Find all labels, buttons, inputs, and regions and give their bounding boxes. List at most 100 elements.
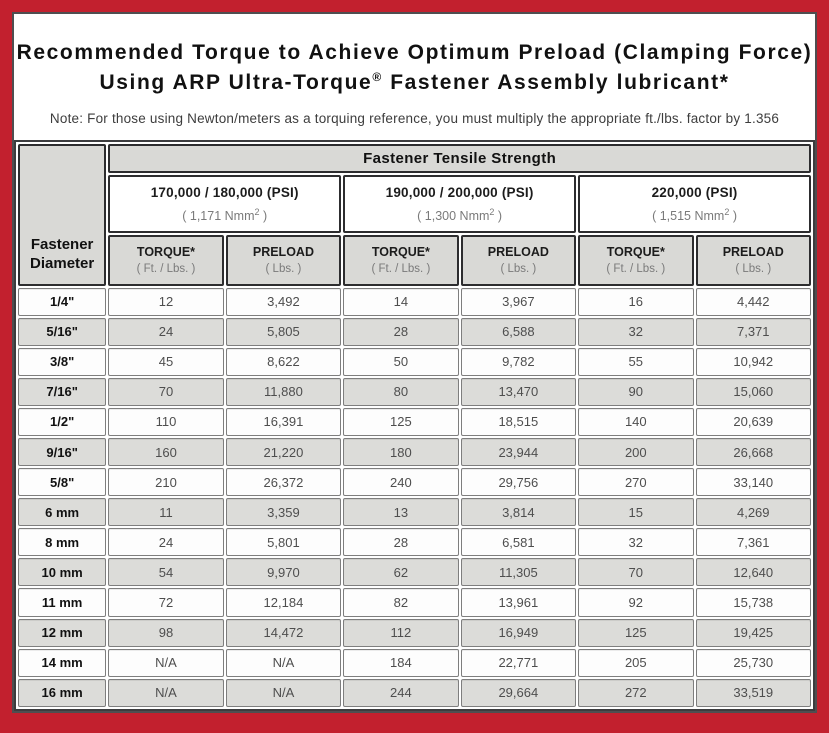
preload-value-cell: 4,442	[695, 287, 811, 316]
torque-value-cell: 92	[578, 588, 694, 617]
torque-value-cell: 112	[343, 618, 459, 647]
table-row: 1/2" 110 16,391 125 18,515 140 20,639	[18, 407, 811, 436]
fastener-diameter-cell: 6 mm	[18, 498, 107, 527]
torque-unit: ( Ft. / Lbs. )	[371, 263, 431, 276]
preload-value-cell: 3,967	[460, 287, 577, 316]
torque-table-wrap: Fastener Diameter Fastener Tensile Stren…	[14, 140, 815, 711]
preload-value-cell: 6,588	[460, 317, 577, 346]
torque-header-1: TORQUE* ( Ft. / Lbs. )	[108, 235, 224, 286]
preload-value-cell: 16,949	[460, 618, 577, 647]
preload-unit: ( Lbs. )	[500, 263, 537, 276]
torque-value-cell: 13	[343, 498, 459, 527]
preload-value-cell: 9,782	[460, 347, 577, 376]
torque-value-cell: 240	[343, 468, 459, 497]
torque-value-cell: 180	[343, 437, 459, 467]
table-row: 8 mm 24 5,801 28 6,581 32 7,361	[18, 528, 811, 557]
torque-spec-table: Fastener Diameter Fastener Tensile Stren…	[14, 140, 815, 711]
torque-value-cell: 62	[343, 558, 459, 587]
torque-value-cell: 125	[578, 618, 694, 647]
torque-value-cell: 98	[108, 618, 224, 647]
preload-value-cell: 13,961	[460, 588, 577, 617]
torque-value-cell: 15	[578, 498, 694, 527]
torque-value-cell: 54	[108, 558, 224, 587]
table-row: 12 mm 98 14,472 112 16,949 125 19,425	[18, 618, 811, 647]
preload-value-cell: 7,361	[695, 528, 811, 557]
psi-group-2: 190,000 / 200,000 (PSI) ( 1,300 Nmm2 )	[343, 175, 577, 234]
preload-header-1: PRELOAD ( Lbs. )	[225, 235, 342, 286]
fastener-diameter-cell: 10 mm	[18, 558, 107, 587]
torque-value-cell: 210	[108, 468, 224, 497]
preload-value-cell: 29,664	[460, 678, 577, 707]
torque-value-cell: 55	[578, 347, 694, 376]
table-row: 6 mm 11 3,359 13 3,814 15 4,269	[18, 498, 811, 527]
torque-value-cell: 16	[578, 287, 694, 316]
psi-group-2-label: 190,000 / 200,000 (PSI)	[385, 185, 534, 201]
page-title-line2: Using ARP Ultra-Torque® Fastener Assembl…	[14, 68, 815, 98]
torque-value-cell: 70	[108, 377, 224, 406]
fastener-diameter-cell: 9/16"	[18, 437, 107, 467]
torque-value-cell: 14	[343, 287, 459, 316]
fastener-diameter-cell: 16 mm	[18, 678, 107, 707]
preload-value-cell: 6,581	[460, 528, 577, 557]
preload-value-cell: 5,801	[225, 528, 342, 557]
preload-value-cell: 11,880	[225, 377, 342, 406]
preload-label: PRELOAD	[487, 245, 549, 260]
nmm-post: )	[494, 209, 503, 224]
preload-value-cell: 20,639	[695, 407, 811, 436]
torque-value-cell: 70	[578, 558, 694, 587]
table-row: 14 mm N/A N/A 184 22,771 205 25,730	[18, 648, 811, 677]
psi-group-1-label: 170,000 / 180,000 (PSI)	[150, 185, 299, 201]
torque-value-cell: 32	[578, 317, 694, 346]
preload-value-cell: 26,372	[225, 468, 342, 497]
preload-value-cell: 21,220	[225, 437, 342, 467]
table-row: 16 mm N/A N/A 244 29,664 272 33,519	[18, 678, 811, 707]
conversion-note: Note: For those using Newton/meters as a…	[49, 110, 780, 126]
fastener-diameter-cell: 5/16"	[18, 317, 107, 346]
preload-value-cell: 13,470	[460, 377, 577, 406]
torque-value-cell: N/A	[108, 648, 224, 677]
registered-trademark-symbol: ®	[372, 70, 383, 85]
table-row: 1/4" 12 3,492 14 3,967 16 4,442	[18, 287, 811, 316]
preload-value-cell: 19,425	[695, 618, 811, 647]
preload-value-cell: 26,668	[695, 437, 811, 467]
torque-label: TORQUE*	[606, 245, 665, 260]
title-block: Recommended Torque to Achieve Optimum Pr…	[14, 14, 815, 140]
table-row: 3/8" 45 8,622 50 9,782 55 10,942	[18, 347, 811, 376]
table-row: 7/16" 70 11,880 80 13,470 90 15,060	[18, 377, 811, 406]
preload-value-cell: 16,391	[225, 407, 342, 436]
nmm-post: )	[729, 209, 737, 224]
preload-value-cell: 10,942	[695, 347, 811, 376]
torque-value-cell: 24	[108, 528, 224, 557]
preload-value-cell: 33,519	[695, 678, 811, 707]
torque-value-cell: 160	[108, 437, 224, 467]
torque-value-cell: 11	[108, 498, 224, 527]
torque-value-cell: 270	[578, 468, 694, 497]
torque-label: TORQUE*	[371, 245, 430, 260]
torque-label: TORQUE*	[136, 245, 196, 260]
torque-value-cell: 90	[578, 377, 694, 406]
preload-unit: ( Lbs. )	[265, 263, 302, 276]
fastener-diameter-header: Fastener Diameter	[18, 144, 107, 286]
torque-header-3: TORQUE* ( Ft. / Lbs. )	[578, 235, 694, 286]
nmm-post: )	[259, 209, 268, 224]
psi-group-3-label: 220,000 (PSI)	[651, 185, 738, 201]
preload-value-cell: 15,060	[695, 377, 811, 406]
table-row: 5/8" 210 26,372 240 29,756 270 33,140	[18, 468, 811, 497]
preload-value-cell: 12,184	[225, 588, 342, 617]
preload-value-cell: 9,970	[225, 558, 342, 587]
torque-value-cell: 200	[578, 437, 694, 467]
preload-value-cell: 11,305	[460, 558, 577, 587]
torque-value-cell: 205	[578, 648, 694, 677]
preload-value-cell: 3,492	[225, 287, 342, 316]
torque-value-cell: 125	[343, 407, 459, 436]
preload-value-cell: 5,805	[225, 317, 342, 346]
preload-value-cell: 3,359	[225, 498, 342, 527]
preload-value-cell: 3,814	[460, 498, 577, 527]
fastener-diameter-cell: 11 mm	[18, 588, 107, 617]
preload-value-cell: 29,756	[460, 468, 577, 497]
fastener-diameter-cell: 5/8"	[18, 468, 107, 497]
preload-value-cell: 33,140	[695, 468, 811, 497]
preload-value-cell: 4,269	[695, 498, 811, 527]
preload-label: PRELOAD	[722, 245, 784, 260]
nmm-sup: 2	[489, 207, 495, 218]
